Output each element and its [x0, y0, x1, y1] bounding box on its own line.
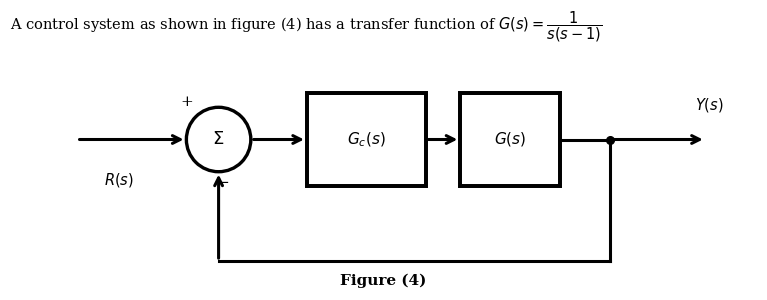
Text: A control system as shown in figure (4) has a transfer function of $G(s)=\dfrac{: A control system as shown in figure (4) … — [10, 9, 602, 44]
Text: +: + — [180, 95, 193, 109]
Text: $G_c(s)$: $G_c(s)$ — [347, 130, 386, 149]
Text: $\Sigma$: $\Sigma$ — [212, 130, 225, 148]
Bar — [307, 93, 426, 186]
Text: $Y(s)$: $Y(s)$ — [695, 96, 724, 114]
Text: −: − — [217, 176, 229, 190]
Text: $G(s)$: $G(s)$ — [494, 130, 526, 148]
Text: Figure (4): Figure (4) — [341, 274, 426, 288]
Bar — [460, 93, 560, 186]
Text: $R(s)$: $R(s)$ — [104, 171, 133, 189]
